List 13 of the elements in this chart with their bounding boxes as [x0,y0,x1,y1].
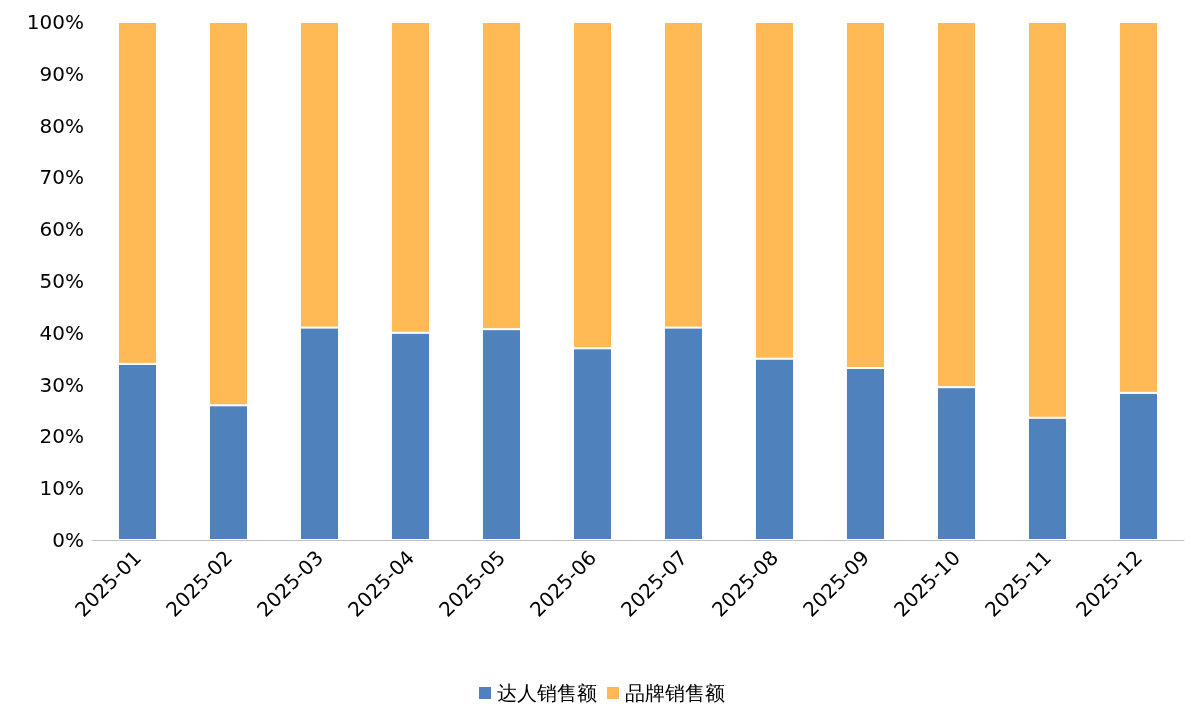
y-tick-label: 80% [39,113,84,138]
y-tick-label: 100% [26,10,84,34]
y-tick-label: 0% [52,528,84,552]
y-tick-label: 60% [39,217,84,242]
legend-label: 达人销售额 [497,681,597,705]
y-tick-label: 90% [39,61,84,86]
legend-label: 品牌销售额 [625,681,725,705]
y-tick-label: 30% [39,372,84,397]
y-tick-label: 10% [39,476,84,501]
y-tick-label: 70% [39,165,84,190]
y-tick-label: 50% [39,269,84,293]
y-tick-label: 40% [39,320,84,345]
y-tick-label: 20% [39,424,84,449]
